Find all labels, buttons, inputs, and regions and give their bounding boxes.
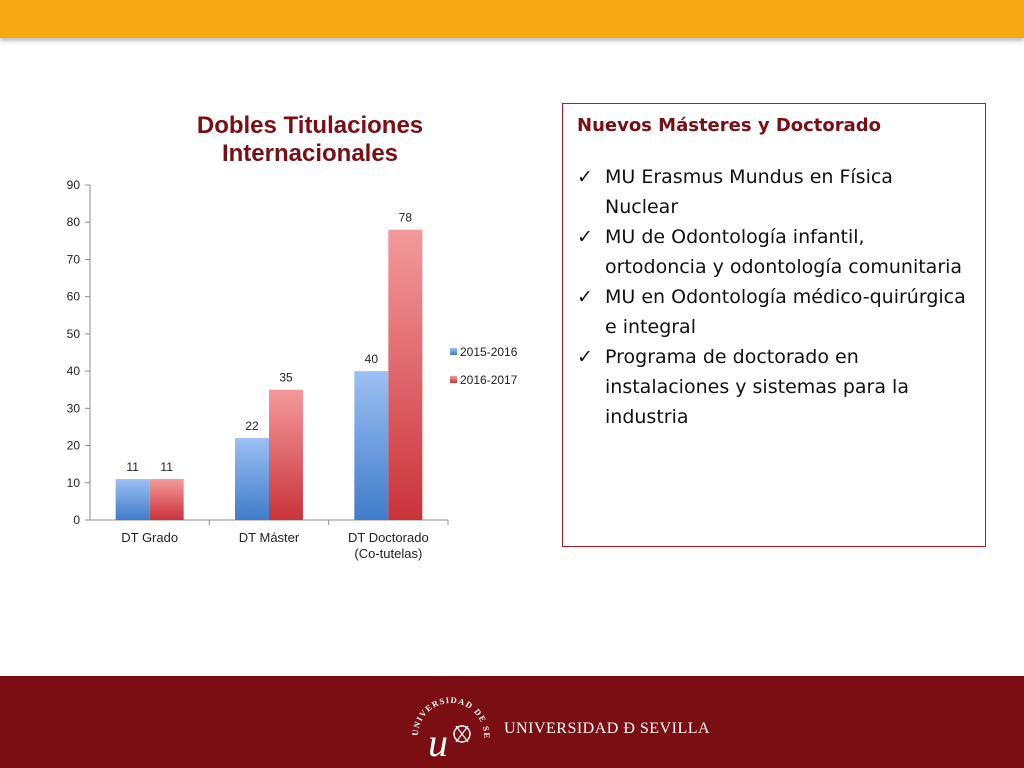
y-tick-label: 70 <box>67 252 81 266</box>
svg-text:UNIVERSIDAD DE SEVILLA: UNIVERSIDAD DE SEVILLA <box>406 684 492 739</box>
legend-label: 2015-2016 <box>460 345 518 359</box>
data-label: 11 <box>160 460 173 474</box>
footer-band <box>0 676 1024 768</box>
bar <box>115 479 150 520</box>
data-label: 11 <box>126 460 139 474</box>
list-item: ✓ MU en Odontología médico-quirúrgica e … <box>577 282 971 342</box>
list-item-text: MU Erasmus Mundus en Física Nuclear <box>605 166 893 218</box>
university-name: UNIVERSIDAD Ð SEVILLA <box>504 720 711 737</box>
y-tick-label: 10 <box>67 476 81 490</box>
checkmark-icon: ✓ <box>577 166 593 188</box>
bar <box>354 371 389 520</box>
y-tick-label: 80 <box>67 215 81 229</box>
university-seal-icon: UNIVERSIDAD DE SEVILLA u <box>406 684 492 764</box>
info-box: Nuevos Másteres y Doctorado ✓ MU Erasmus… <box>562 103 986 547</box>
top-accent-bar <box>0 0 1024 38</box>
y-tick-label: 30 <box>67 401 81 415</box>
y-tick-label: 60 <box>67 290 81 304</box>
list-item-text: MU en Odontología médico-quirúrgica e in… <box>605 286 966 338</box>
university-logo: UNIVERSIDAD DE SEVILLA u UNIVERSIDAD Ð S… <box>406 684 710 764</box>
checkmark-icon: ✓ <box>577 286 593 308</box>
list-item: ✓ MU de Odontología infantil, ortodoncia… <box>577 222 971 282</box>
checkmark-icon: ✓ <box>577 226 593 248</box>
x-tick-label: DT Grado <box>121 530 178 545</box>
list-item-text: Programa de doctorado en instalaciones y… <box>605 346 909 428</box>
checkmark-icon: ✓ <box>577 346 593 368</box>
data-label: 40 <box>365 352 379 366</box>
legend-swatch <box>450 348 457 355</box>
list-item: ✓ MU Erasmus Mundus en Física Nuclear <box>577 162 971 222</box>
svg-text:u: u <box>428 720 448 764</box>
data-label: 22 <box>245 419 259 433</box>
chart-title: Dobles Titulaciones Internacionales <box>196 112 424 167</box>
info-list: ✓ MU Erasmus Mundus en Física Nuclear ✓ … <box>577 162 971 432</box>
info-box-title: Nuevos Másteres y Doctorado <box>577 115 882 136</box>
list-item-text: MU de Odontología infantil, ortodoncia y… <box>605 226 963 278</box>
bar <box>149 479 184 520</box>
x-tick-label: DT Doctorado <box>348 530 429 545</box>
legend-label: 2016-2017 <box>460 373 518 387</box>
y-tick-label: 0 <box>73 513 80 527</box>
y-tick-label: 50 <box>67 327 81 341</box>
data-label: 78 <box>399 211 413 225</box>
y-tick-label: 20 <box>67 439 81 453</box>
x-tick-label: DT Máster <box>239 530 300 545</box>
bar <box>269 389 303 520</box>
data-label: 35 <box>279 371 293 385</box>
y-tick-label: 90 <box>67 178 81 192</box>
y-tick-label: 40 <box>67 364 81 378</box>
x-tick-label: (Co-tutelas) <box>354 546 422 561</box>
bar <box>388 229 423 520</box>
list-item: ✓ Programa de doctorado en instalaciones… <box>577 342 971 432</box>
bar <box>235 438 269 520</box>
legend-swatch <box>450 376 457 383</box>
bar-chart: 0 10 20 30 40 50 60 70 80 90 11 11 DT Grado 22 35 DT Má… <box>67 178 518 561</box>
